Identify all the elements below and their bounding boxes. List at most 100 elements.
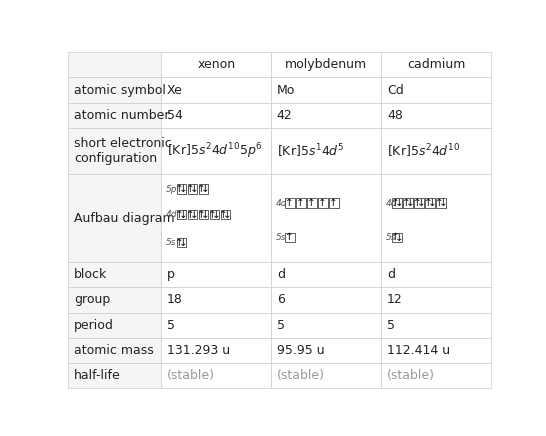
Text: 5s: 5s — [276, 233, 286, 242]
Text: ↓: ↓ — [406, 198, 415, 208]
Text: ↑: ↑ — [186, 184, 195, 194]
Bar — [414, 198, 424, 208]
Text: ↑: ↑ — [391, 198, 400, 208]
Bar — [381, 174, 491, 262]
Text: group: group — [74, 293, 110, 307]
Bar — [68, 78, 162, 102]
Bar — [271, 174, 381, 262]
Bar — [188, 210, 197, 219]
Bar — [271, 313, 381, 337]
Text: ↑: ↑ — [424, 198, 432, 208]
Bar — [271, 287, 381, 313]
Text: cadmium: cadmium — [407, 58, 466, 72]
Text: $[\mathrm{Kr}]5s^{2}4d^{10}$: $[\mathrm{Kr}]5s^{2}4d^{10}$ — [387, 142, 460, 160]
Text: ↓: ↓ — [179, 238, 188, 248]
Text: 6: 6 — [277, 293, 284, 307]
Bar — [162, 128, 271, 174]
Text: ↑: ↑ — [296, 198, 305, 208]
Text: ↑: ↑ — [175, 210, 183, 220]
Bar — [68, 174, 162, 262]
Bar — [271, 262, 381, 287]
Text: 5: 5 — [277, 319, 285, 332]
Bar — [162, 52, 271, 78]
Bar — [271, 363, 381, 388]
Text: Cd: Cd — [387, 84, 403, 97]
Bar — [221, 210, 230, 219]
Bar — [271, 337, 381, 363]
Bar — [176, 184, 186, 194]
Bar — [318, 198, 328, 208]
Text: ↓: ↓ — [212, 210, 221, 220]
Text: 4d: 4d — [165, 210, 177, 219]
Bar — [68, 262, 162, 287]
Bar — [393, 198, 402, 208]
Bar — [176, 238, 186, 248]
Bar — [271, 78, 381, 102]
Bar — [271, 128, 381, 174]
Bar — [381, 262, 491, 287]
Text: ↓: ↓ — [395, 232, 403, 242]
Text: short electronic
configuration: short electronic configuration — [74, 137, 171, 165]
Bar — [162, 313, 271, 337]
Text: ↓: ↓ — [395, 198, 403, 208]
Bar — [381, 78, 491, 102]
Text: $[\mathrm{Kr}]5s^{2}4d^{10}5p^{6}$: $[\mathrm{Kr}]5s^{2}4d^{10}5p^{6}$ — [167, 141, 263, 161]
Bar — [393, 233, 402, 242]
Bar — [381, 287, 491, 313]
Bar — [271, 102, 381, 128]
Bar — [381, 102, 491, 128]
Bar — [68, 52, 162, 78]
Bar — [68, 337, 162, 363]
Bar — [210, 210, 219, 219]
Text: ↓: ↓ — [223, 210, 232, 220]
Bar — [285, 233, 295, 242]
Bar — [381, 52, 491, 78]
Text: ↓: ↓ — [179, 184, 188, 194]
Text: 95.95 u: 95.95 u — [277, 344, 324, 357]
Text: 12: 12 — [387, 293, 402, 307]
Bar — [162, 174, 271, 262]
Bar — [176, 210, 186, 219]
Text: ↓: ↓ — [428, 198, 437, 208]
Text: xenon: xenon — [197, 58, 235, 72]
Bar — [381, 363, 491, 388]
Text: 54: 54 — [167, 109, 183, 122]
Text: ↑: ↑ — [435, 198, 443, 208]
Text: Aufbau diagram: Aufbau diagram — [74, 211, 174, 225]
Text: ↓: ↓ — [439, 198, 448, 208]
Bar — [285, 198, 295, 208]
Text: atomic mass: atomic mass — [74, 344, 153, 357]
Text: 112.414 u: 112.414 u — [387, 344, 450, 357]
Text: d: d — [277, 268, 285, 281]
Text: period: period — [74, 319, 114, 332]
Text: $[\mathrm{Kr}]5s^{1}4d^{5}$: $[\mathrm{Kr}]5s^{1}4d^{5}$ — [277, 142, 345, 160]
Text: atomic symbol: atomic symbol — [74, 84, 165, 97]
Text: ↑: ↑ — [219, 210, 228, 220]
Text: ↓: ↓ — [201, 210, 210, 220]
Text: 4d: 4d — [276, 199, 287, 208]
Bar — [199, 210, 209, 219]
Text: half-life: half-life — [74, 369, 121, 382]
Text: (stable): (stable) — [167, 369, 215, 382]
Text: ↓: ↓ — [179, 210, 188, 220]
Text: ↑: ↑ — [413, 198, 422, 208]
Bar — [425, 198, 435, 208]
Text: (stable): (stable) — [277, 369, 325, 382]
Text: Xe: Xe — [167, 84, 183, 97]
Text: 5: 5 — [387, 319, 395, 332]
Bar — [329, 198, 339, 208]
Bar — [162, 337, 271, 363]
Bar — [68, 287, 162, 313]
Bar — [68, 128, 162, 174]
Bar — [162, 363, 271, 388]
Text: 131.293 u: 131.293 u — [167, 344, 230, 357]
Bar — [296, 198, 306, 208]
Text: ↑: ↑ — [329, 198, 338, 208]
Text: 18: 18 — [167, 293, 183, 307]
Text: ↓: ↓ — [190, 184, 199, 194]
Text: ↑: ↑ — [391, 232, 400, 242]
Bar — [403, 198, 413, 208]
Bar — [68, 313, 162, 337]
Bar — [271, 52, 381, 78]
Text: ↓: ↓ — [190, 210, 199, 220]
